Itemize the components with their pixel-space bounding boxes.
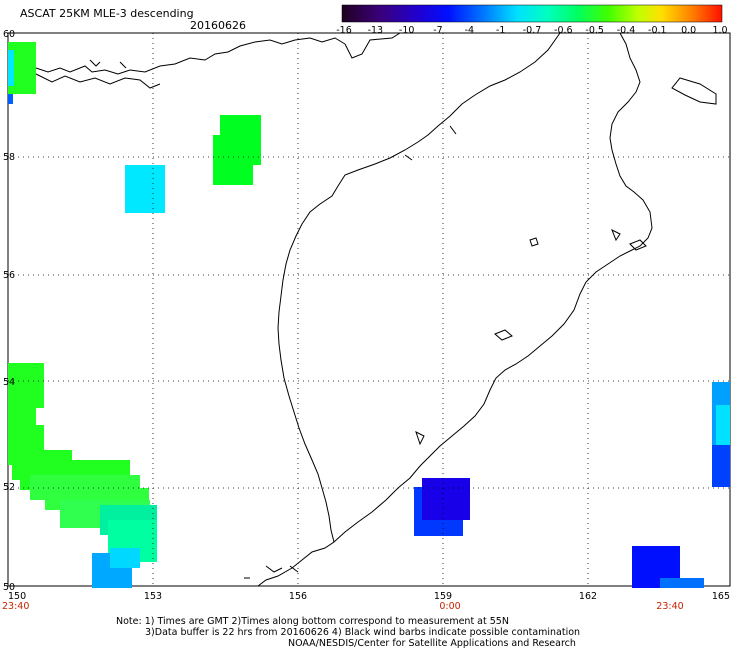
lon-label: 153 <box>144 591 162 602</box>
lat-label: 50 <box>3 582 15 593</box>
colorbar: -16 -13 -10 -7 -4 -1 -0.7 -0.6 -0.5 -0.4 -0.1 0.0 1.… <box>336 4 728 36</box>
latitude-labels: 60 58 56 54 52 50 <box>3 29 15 593</box>
time-label: 23:40 <box>656 601 683 612</box>
colorbar-tick-label: -0.7 <box>523 25 542 36</box>
left-swath <box>8 363 157 588</box>
colorbar-tick-label: -13 <box>368 25 384 36</box>
data-cell <box>660 578 704 588</box>
colorbar-tick-label: -0.4 <box>617 25 636 36</box>
lat-label: 54 <box>3 377 15 388</box>
data-cell <box>8 50 14 86</box>
longitude-labels: 150 153 156 159 162 165 <box>8 591 730 602</box>
colorbar-tick-label: -4 <box>465 25 474 36</box>
colorbar-tick-label: -1 <box>496 25 505 36</box>
colorbar-tick-label: 1.0 <box>712 25 727 36</box>
lon-label: 156 <box>289 591 307 602</box>
colorbar-tick-label: -10 <box>399 25 415 36</box>
colorbar-tick-label: 0.0 <box>681 25 696 36</box>
colorbar-tick-label: -0.6 <box>554 25 573 36</box>
data-cell <box>716 405 730 445</box>
colorbar-tick-label: -0.5 <box>585 25 604 36</box>
colorbar-tick-label: -0.1 <box>648 25 667 36</box>
map-date: 20160626 <box>190 19 246 32</box>
data-cell <box>712 445 730 487</box>
scatterometer-data <box>8 42 730 588</box>
lon-label: 165 <box>712 591 730 602</box>
coastline <box>35 32 717 587</box>
time-labels: 23:40 0:00 23:40 <box>2 601 684 612</box>
map-title: ASCAT 25KM MLE-3 descending <box>20 7 194 20</box>
note-line-3: NOAA/NESDIS/Center for Satellite Applica… <box>288 638 576 649</box>
colorbar-tick-label: -16 <box>336 25 352 36</box>
note-line-2: 3)Data buffer is 22 hrs from 20160626 4)… <box>145 627 580 638</box>
lat-label: 56 <box>3 270 15 281</box>
lat-label: 58 <box>3 152 15 163</box>
lon-label: 150 <box>8 591 26 602</box>
lon-label: 159 <box>434 591 452 602</box>
data-cell <box>8 94 13 104</box>
lat-label: 52 <box>3 482 15 493</box>
data-cell <box>422 478 470 520</box>
time-label: 23:40 <box>2 601 29 612</box>
data-cell <box>213 135 253 185</box>
lat-label: 60 <box>3 29 15 40</box>
graticule <box>8 33 730 586</box>
data-cell <box>125 165 165 213</box>
lon-label: 162 <box>579 591 597 602</box>
colorbar-gradient <box>341 4 723 23</box>
time-label: 0:00 <box>439 601 460 612</box>
note-line-1: Note: 1) Times are GMT 2)Times along bot… <box>116 616 509 627</box>
colorbar-tick-label: -7 <box>433 25 442 36</box>
